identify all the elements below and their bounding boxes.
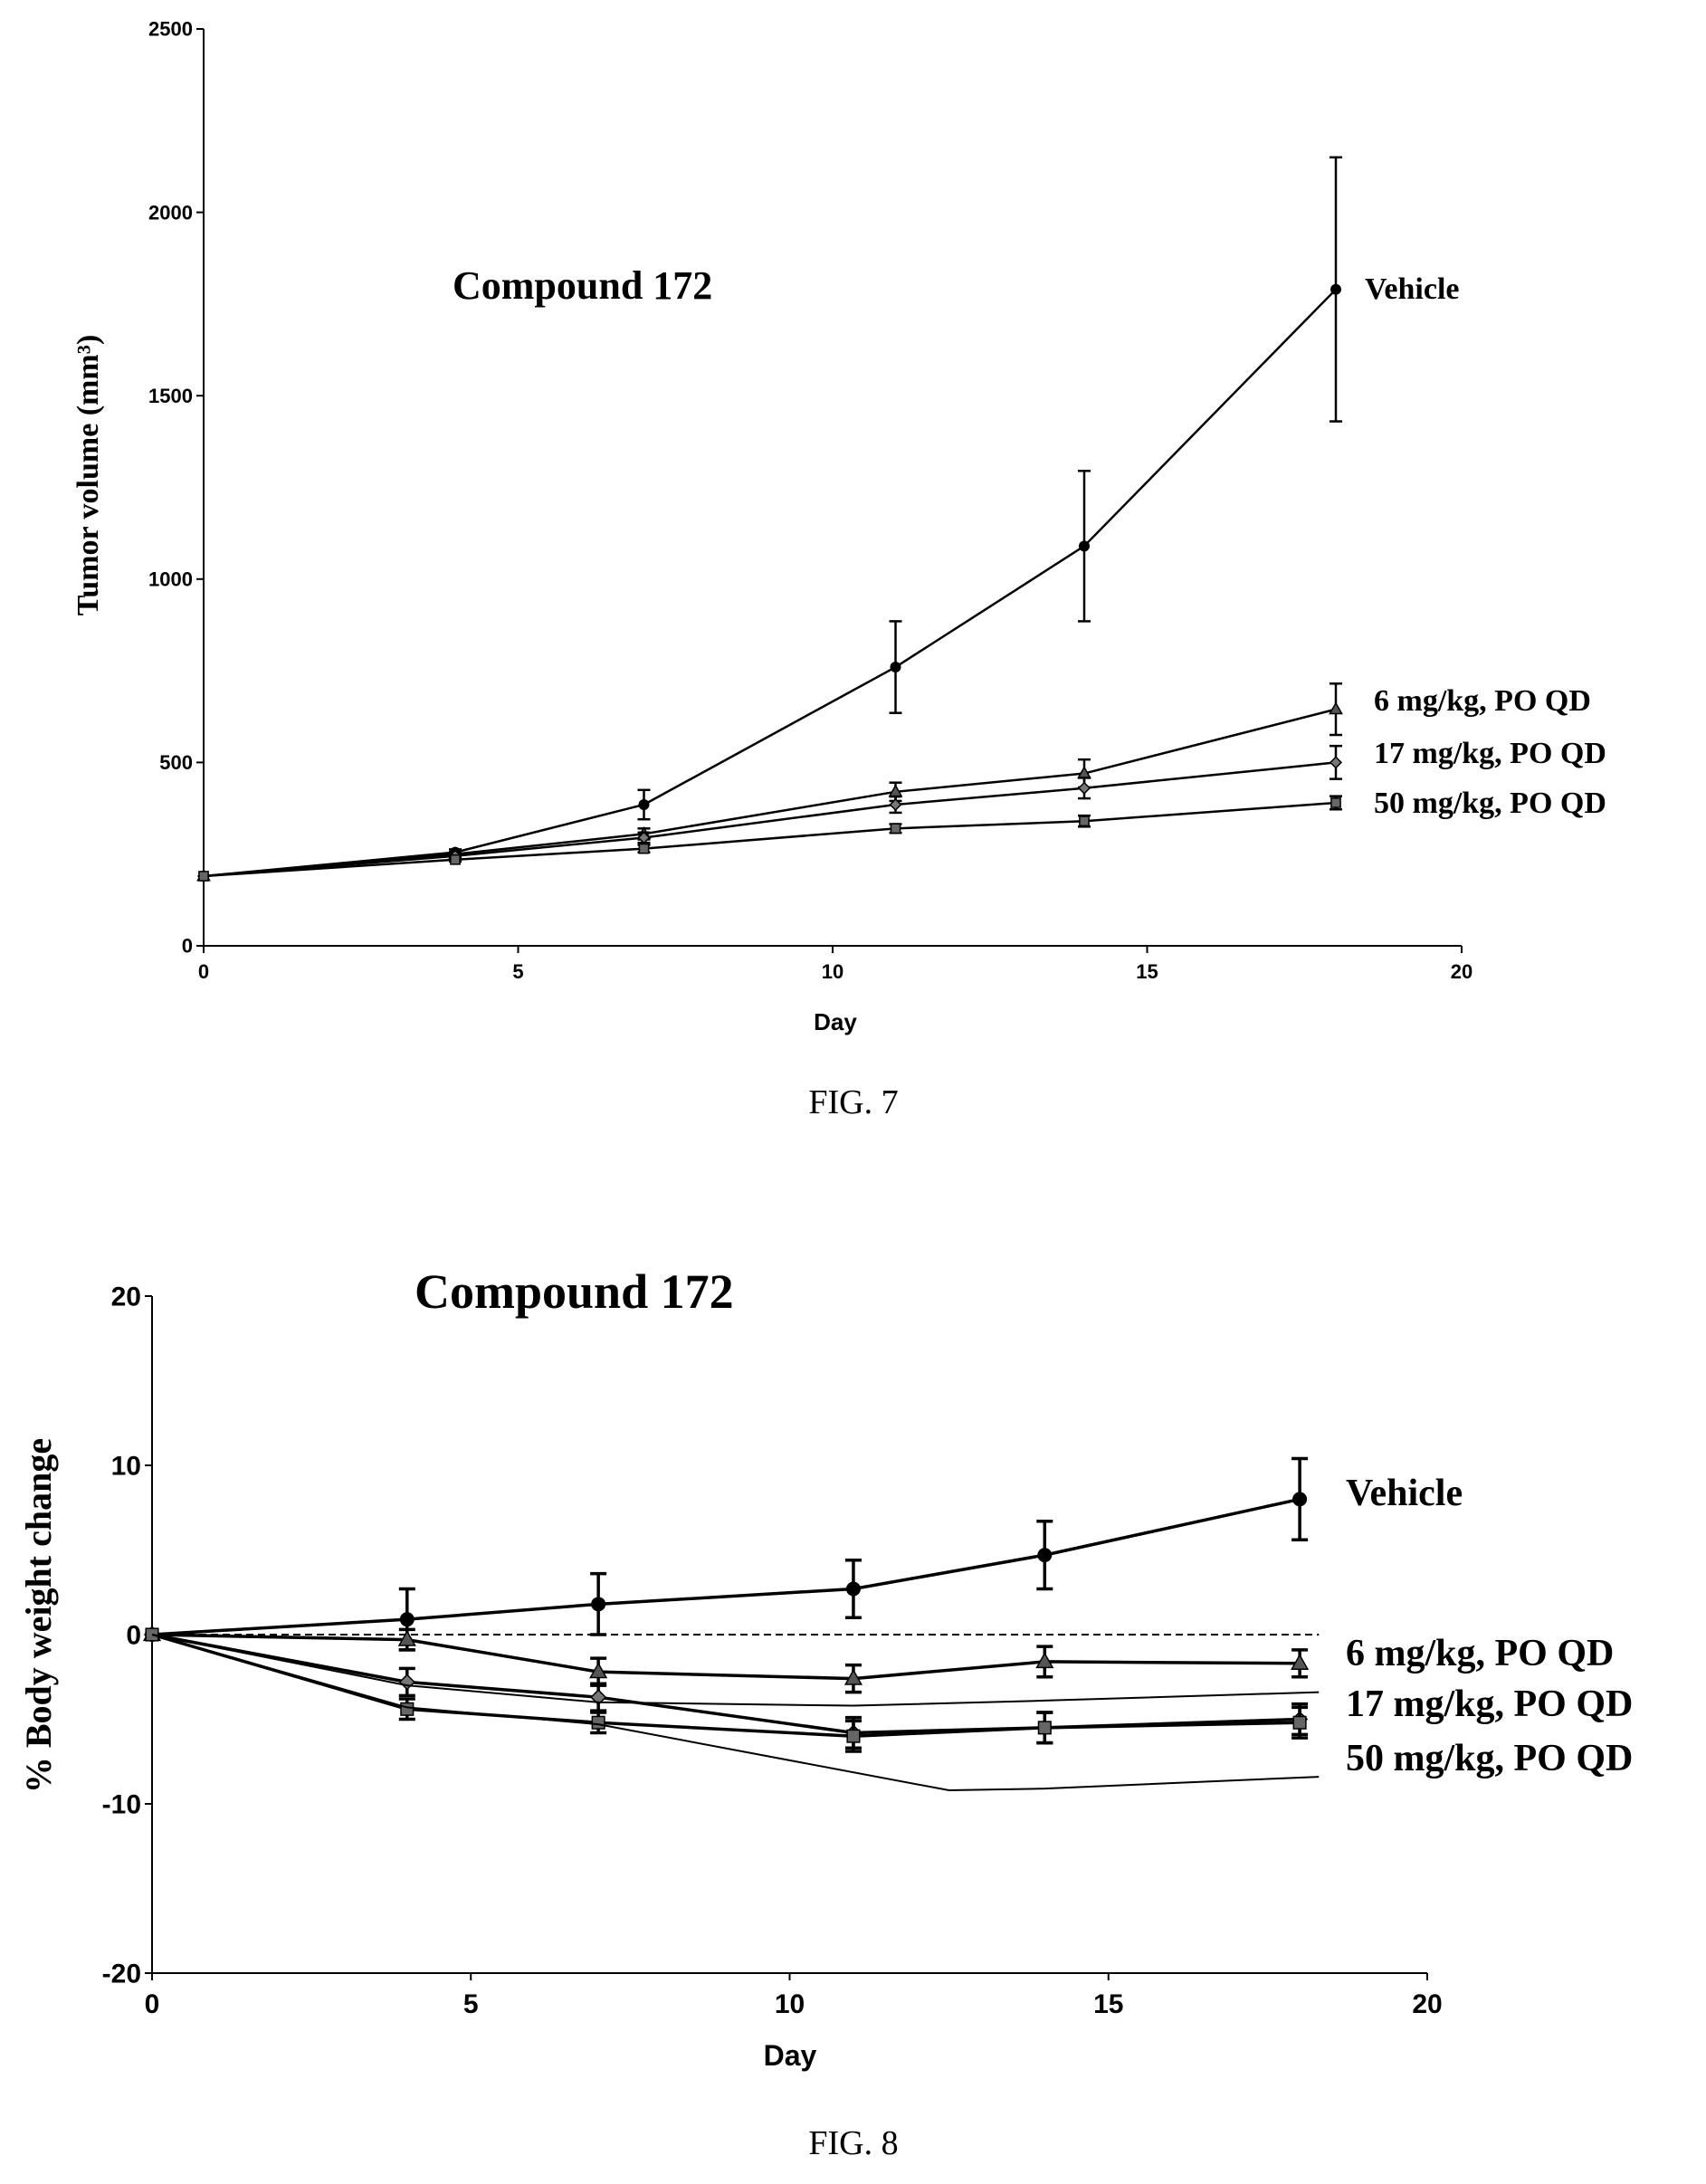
series-label-vehicle: Vehicle — [1346, 1473, 1463, 1514]
series-line-50-mg-kg-po-qd — [203, 801, 1337, 878]
tick-labels: 0 5 10 15 20 -20 -10 0 10 20 — [102, 1283, 1443, 2020]
data-point-vehicle — [845, 1581, 861, 1597]
y-axis-label: Tumor volume (mm³) — [71, 335, 105, 616]
y-tick-label: 0 — [126, 1621, 141, 1651]
data-point-vehicle — [399, 1612, 415, 1627]
data-point-6-mg-kg-po-qd — [1035, 1652, 1054, 1669]
y-tick-label: 0 — [182, 935, 193, 958]
data-point-17-mg-kg-po-qd — [1077, 781, 1091, 795]
data-point-50-mg-kg-po-qd — [638, 843, 650, 854]
data-point-6-mg-kg-po-qd — [397, 1629, 416, 1646]
figure-caption: FIG. 7 — [808, 1083, 898, 1121]
series-label-6-mg-kg-po-qd: 6 mg/kg, PO QD — [1346, 1633, 1614, 1674]
y-tick-label: 2500 — [148, 18, 193, 41]
y-tick-label: 10 — [111, 1452, 141, 1482]
data-point-50-mg-kg-po-qd — [890, 823, 901, 834]
series-group — [196, 156, 1343, 883]
data-point-50-mg-kg-po-qd — [1292, 1715, 1307, 1730]
y-tick-label: 20 — [111, 1283, 141, 1312]
data-point-vehicle — [1079, 540, 1090, 552]
data-point-17-mg-kg-po-qd — [889, 797, 902, 812]
y-tick-label: -20 — [102, 1960, 141, 1989]
data-point-vehicle — [1292, 1492, 1308, 1507]
chart-title: Compound 172 — [415, 1264, 734, 1319]
y-axis-label: % Body weight change — [18, 1438, 59, 1793]
series-label-17-mg-kg-po-qd: 17 mg/kg, PO QD — [1374, 737, 1606, 770]
series-label-50-mg-kg-po-qd: 50 mg/kg, PO QD — [1374, 787, 1606, 820]
figure-caption: FIG. 8 — [808, 2124, 898, 2162]
data-point-vehicle — [591, 1597, 606, 1612]
series-line-vehicle — [203, 288, 1337, 878]
series-line-unlabeled-4 — [151, 1634, 1320, 1707]
series-line-vehicle — [151, 1497, 1301, 1636]
data-point-17-mg-kg-po-qd — [637, 831, 651, 844]
data-point-6-mg-kg-po-qd — [1329, 701, 1343, 715]
x-tick-label: 10 — [775, 1989, 805, 2019]
x-axis-label: Day — [764, 2039, 817, 2072]
series-line-6-mg-kg-po-qd — [203, 708, 1337, 878]
data-point-vehicle — [1330, 283, 1341, 295]
data-point-50-mg-kg-po-qd — [1079, 815, 1090, 827]
data-point-50-mg-kg-po-qd — [400, 1702, 415, 1716]
series-label-50-mg-kg-po-qd: 50 mg/kg, PO QD — [1346, 1738, 1633, 1779]
data-point-50-mg-kg-po-qd — [591, 1715, 605, 1730]
series-label-6-mg-kg-po-qd: 6 mg/kg, PO QD — [1374, 684, 1591, 718]
data-point-6-mg-kg-po-qd — [589, 1662, 608, 1679]
series-labels: Vehicle 6 mg/kg, PO QD 17 mg/kg, PO QD 50 m… — [1365, 272, 1606, 820]
data-point-50-mg-kg-po-qd — [1330, 797, 1341, 808]
data-point-6-mg-kg-po-qd — [1291, 1654, 1310, 1670]
series-line-6-mg-kg-po-qd — [151, 1633, 1301, 1681]
series-line-unlabeled-5 — [151, 1634, 1320, 1792]
data-point-50-mg-kg-po-qd — [198, 871, 209, 882]
data-point-17-mg-kg-po-qd — [398, 1674, 415, 1691]
tick-labels: 0 5 10 15 20 0 500 1000 1500 2000 2500 — [148, 18, 1472, 983]
x-axis-label: Day — [814, 1008, 857, 1035]
x-tick-label: 15 — [1093, 1989, 1123, 2019]
series-label-17-mg-kg-po-qd: 17 mg/kg, PO QD — [1346, 1683, 1633, 1725]
x-tick-label: 5 — [463, 1989, 479, 2019]
x-tick-label: 20 — [1451, 960, 1472, 983]
x-tick-label: 0 — [145, 1989, 160, 2019]
y-tick-label: 1000 — [148, 568, 193, 591]
chart-title: Compound 172 — [453, 263, 712, 308]
x-tick-label: 5 — [512, 960, 523, 983]
axes — [196, 28, 1463, 953]
data-point-6-mg-kg-po-qd — [843, 1668, 863, 1685]
data-point-17-mg-kg-po-qd — [1329, 756, 1343, 769]
x-tick-label: 10 — [822, 960, 843, 983]
data-point-vehicle — [890, 662, 901, 673]
series-line-50-mg-kg-po-qd — [151, 1633, 1301, 1738]
y-tick-label: -10 — [102, 1790, 141, 1820]
y-tick-label: 500 — [159, 751, 193, 774]
series-group — [142, 1456, 1320, 1792]
x-tick-label: 0 — [198, 960, 209, 983]
data-point-vehicle — [1037, 1548, 1053, 1563]
data-point-17-mg-kg-po-qd — [590, 1689, 607, 1706]
series-line-17-mg-kg-po-qd — [203, 761, 1337, 878]
data-point-50-mg-kg-po-qd — [450, 854, 461, 865]
data-point-50-mg-kg-po-qd — [846, 1729, 861, 1743]
figure-7-tumor-volume-chart: 0 5 10 15 20 0 500 1000 1500 2000 2500 Vehicle 6 mg… — [71, 18, 1606, 1121]
data-point-vehicle — [638, 798, 650, 810]
figure-8-body-weight-chart: 0 5 10 15 20 -20 -10 0 10 20 Vehicle 6 mg/kg, PO Q… — [18, 1264, 1633, 2162]
y-tick-label: 1500 — [148, 385, 193, 407]
y-tick-label: 2000 — [148, 201, 193, 224]
x-tick-label: 15 — [1136, 960, 1158, 983]
series-label-vehicle: Vehicle — [1365, 272, 1460, 306]
series-labels: Vehicle 6 mg/kg, PO QD 17 mg/kg, PO QD 50 m… — [1346, 1473, 1633, 1779]
x-tick-label: 20 — [1412, 1989, 1442, 2019]
data-point-50-mg-kg-po-qd — [1037, 1721, 1052, 1735]
